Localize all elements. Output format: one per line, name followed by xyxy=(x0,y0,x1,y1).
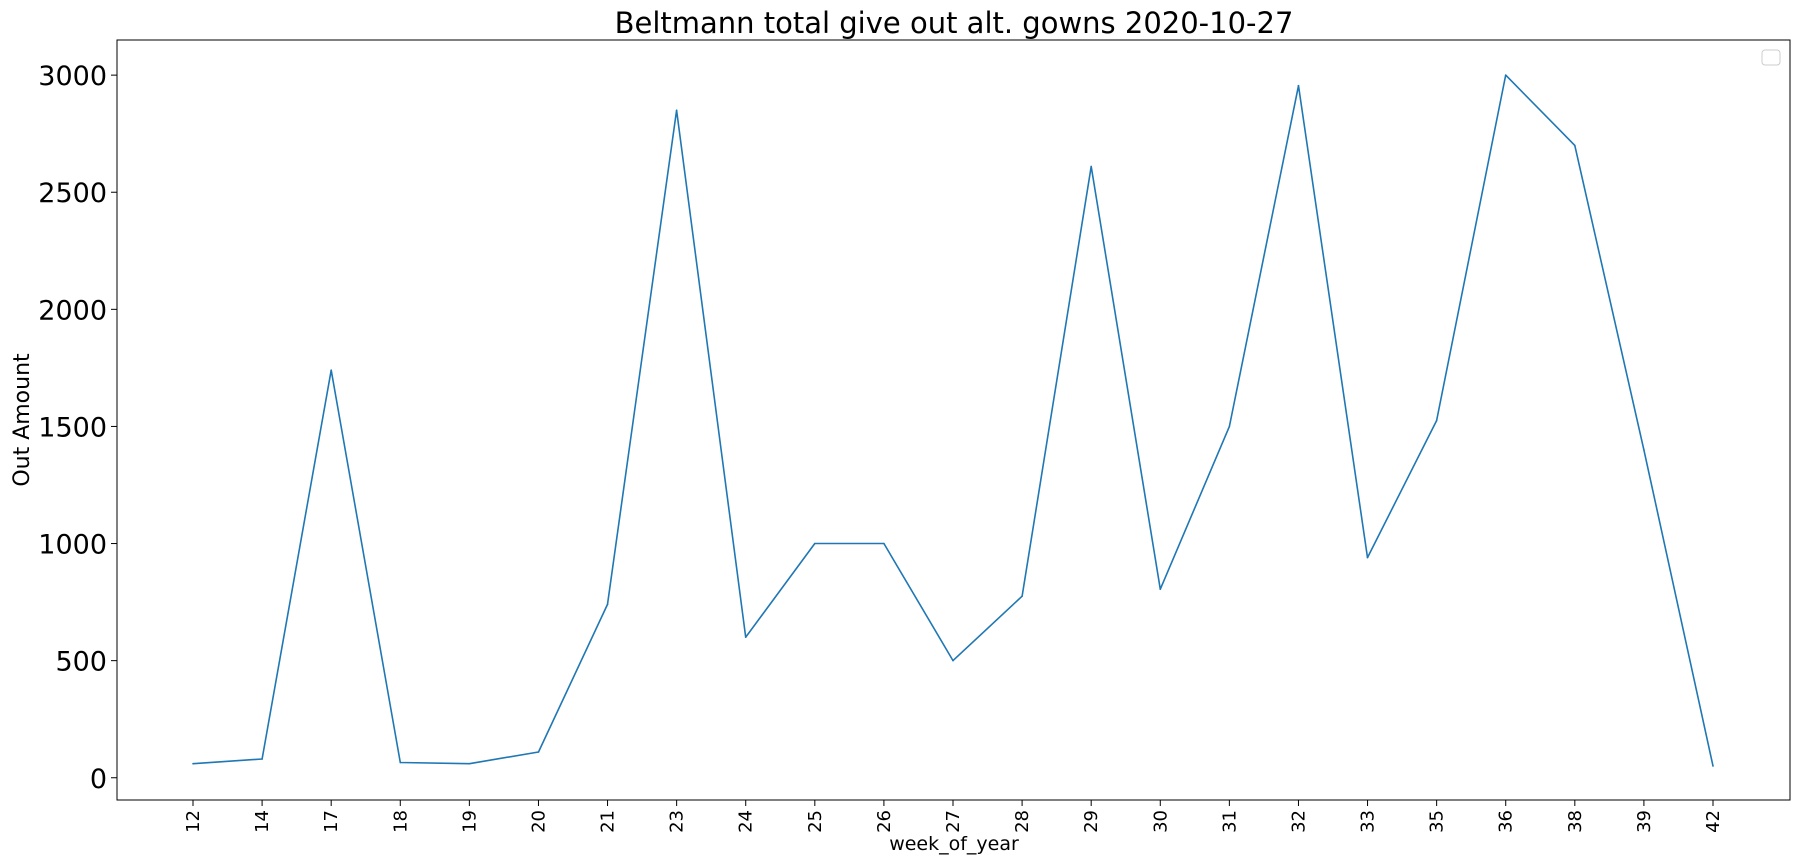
data-point xyxy=(1435,419,1438,422)
data-point xyxy=(1366,556,1369,559)
data-point xyxy=(1090,165,1092,168)
x-tick-label: 12 xyxy=(183,810,204,833)
data-point xyxy=(537,751,540,753)
x-tick-label: 25 xyxy=(805,810,826,833)
x-tick-label: 33 xyxy=(1358,810,1379,833)
data-point xyxy=(261,758,263,760)
x-tick-label: 26 xyxy=(874,810,895,833)
data-point xyxy=(1643,449,1645,451)
data-point xyxy=(1159,588,1162,591)
series-line xyxy=(192,74,1714,767)
x-tick-label: 20 xyxy=(528,810,549,833)
x-tick-label: 38 xyxy=(1565,810,1586,833)
x-tick-label: 17 xyxy=(321,810,342,833)
y-tick-label: 0 xyxy=(90,764,107,795)
data-point xyxy=(814,542,816,545)
x-tick-label: 31 xyxy=(1219,810,1240,833)
chart-title: Beltmann total give out alt. gowns 2020-… xyxy=(615,6,1294,40)
x-tick-label: 32 xyxy=(1288,810,1309,833)
y-tick-label: 1000 xyxy=(38,530,107,561)
plot-area xyxy=(116,39,1791,801)
data-point xyxy=(192,762,194,765)
data-point xyxy=(1504,74,1507,76)
x-tick-label: 39 xyxy=(1634,810,1655,833)
data-point xyxy=(1712,765,1714,767)
x-axis-label: week_of_year xyxy=(889,833,1019,855)
y-tick-label: 3000 xyxy=(38,61,107,92)
data-point xyxy=(744,636,747,639)
data-point xyxy=(1297,84,1300,87)
x-tick-label: 42 xyxy=(1703,810,1724,833)
x-tick-label: 35 xyxy=(1427,810,1448,833)
x-tick-label: 23 xyxy=(667,810,688,833)
y-axis-label: Out Amount xyxy=(10,353,35,487)
data-point xyxy=(1228,425,1231,428)
x-tick-label: 30 xyxy=(1150,810,1171,833)
data-point xyxy=(330,369,332,372)
y-tick-label: 2500 xyxy=(38,178,107,209)
y-tick-label: 1500 xyxy=(38,412,107,443)
y-axis: 0 500 1000 1500 2000 2500 3000 xyxy=(38,61,117,795)
x-tick-label: 21 xyxy=(598,810,619,833)
x-tick-label: 14 xyxy=(252,810,273,833)
data-point xyxy=(606,603,609,606)
x-tick-label: 28 xyxy=(1012,810,1033,833)
data-point xyxy=(1021,595,1023,598)
x-axis: 12 14 17 18 19 20 21 23 24 25 26 27 28 29 30 31 32 33 35 36… xyxy=(183,800,1724,833)
x-tick-label: 24 xyxy=(736,810,757,833)
x-tick-label: 19 xyxy=(459,810,480,833)
x-tick-label: 27 xyxy=(943,810,964,833)
series-group xyxy=(192,74,1714,767)
x-tick-label: 18 xyxy=(390,810,411,833)
x-tick-label: 36 xyxy=(1496,810,1517,833)
data-point xyxy=(675,109,678,112)
data-point xyxy=(1574,144,1576,147)
legend-box xyxy=(1761,49,1781,66)
data-point xyxy=(883,542,885,545)
data-point xyxy=(952,659,954,662)
x-tick-label: 29 xyxy=(1081,810,1102,833)
data-point xyxy=(468,762,471,765)
y-tick-label: 2000 xyxy=(38,295,107,326)
data-point xyxy=(399,761,402,764)
y-tick-label: 500 xyxy=(55,647,107,678)
